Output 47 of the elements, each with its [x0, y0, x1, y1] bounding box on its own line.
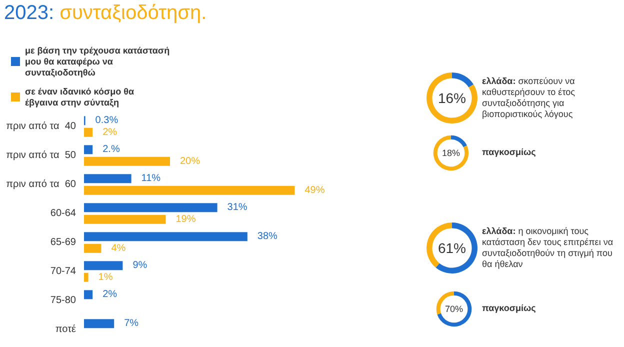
data-label: 70%	[444, 304, 464, 314]
data-label: 18%	[442, 148, 460, 158]
chart-subtitle: συνταξιοδότηση.	[60, 2, 207, 24]
bar	[84, 174, 132, 184]
data-label: 38%	[257, 231, 278, 242]
data-label: 61%	[438, 240, 466, 256]
bar	[84, 156, 170, 166]
data-label: 2.%	[102, 144, 120, 156]
data-label: 2%	[102, 126, 118, 138]
data-label: 7%	[124, 318, 139, 330]
y-tick-label: πριν από τα 50	[6, 150, 76, 161]
data-label: 19%	[176, 214, 196, 225]
data-label: 2%	[102, 289, 118, 300]
bar	[84, 319, 114, 328]
y-tick-label: ποτέ	[55, 324, 77, 335]
y-tick-label: 70-74	[50, 266, 76, 277]
data-label: 4%	[111, 242, 126, 254]
data-label: 0.3%	[95, 115, 118, 126]
text: ελλάδα: σκοπεύουν να καθυστερήσουν το έτος συνταξιοδότησης για βιοποριστικούς λόγους	[482, 76, 576, 120]
data-label: 16%	[438, 90, 466, 106]
text: παγκοσμίως	[482, 303, 536, 313]
bar	[84, 244, 102, 253]
bar	[84, 290, 93, 300]
bar	[84, 261, 123, 270]
data-label: 1%	[98, 272, 113, 283]
data-label: 11%	[141, 173, 161, 184]
bar	[84, 232, 248, 242]
data-label: 49%	[304, 184, 325, 196]
text: παγκοσμίως	[482, 147, 536, 157]
y-tick-label: πριν από τα 40	[6, 121, 76, 132]
data-label: 20%	[180, 156, 200, 167]
bar	[84, 128, 93, 137]
chart-title: 2023:	[4, 2, 54, 24]
legend-label: σε έναν ιδανικό κόσμο θα έβγαινα στην σύνταξη	[25, 86, 137, 108]
bar	[84, 203, 218, 212]
bar	[84, 145, 93, 154]
y-tick-label: πριν από τα 60	[6, 179, 76, 190]
bar	[84, 272, 88, 282]
y-tick-label: 60-64	[50, 208, 76, 219]
data-label: 9%	[132, 260, 148, 272]
data-label: 31%	[227, 202, 248, 214]
bar	[84, 214, 166, 224]
legend-label: με βάση την τρέχουσα κατάστασή μου θα καταφέρω να συνταξιοδοτηθώ	[25, 46, 172, 78]
y-tick-label: 65-69	[50, 237, 76, 248]
bar	[84, 186, 295, 195]
text: ελλάδα: η οικονομική τους κατάσταση δεν τους επιτρέπει να συνταξιοδοτηθούν τη στιγμή που θα ήθελαν	[482, 226, 614, 270]
y-tick-label: 75-80	[50, 295, 76, 306]
